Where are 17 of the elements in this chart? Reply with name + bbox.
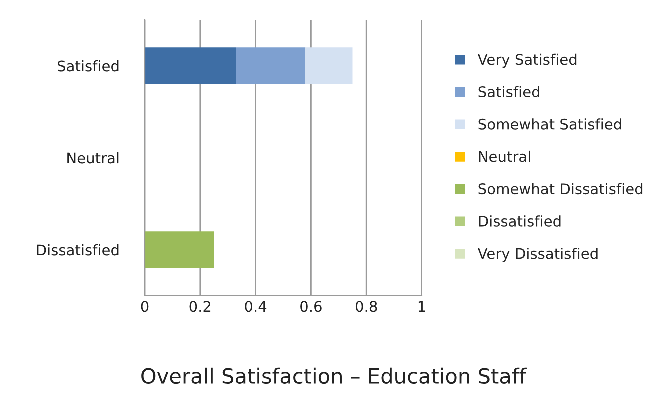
legend-label: Dissatisfied xyxy=(479,216,561,227)
x-tick-label: 0 xyxy=(141,301,149,312)
legend-label: Satisfied xyxy=(478,86,540,98)
x-tick-label: 0.4 xyxy=(245,301,267,312)
x-tick-label: 1 xyxy=(418,301,426,312)
y-tick-label: Neutral xyxy=(68,152,119,164)
x-tick-label: 0.2 xyxy=(190,301,211,312)
y-tick-label: Satisfied xyxy=(58,60,119,72)
legend-label: Somewhat Dissatisfied xyxy=(478,183,643,195)
legend-label: Very Dissatisfied xyxy=(478,248,598,262)
y-tick-label: Dissatisfied xyxy=(37,244,119,256)
legend-label: Somewhat Satisfied xyxy=(478,118,622,130)
x-tick-label: 0.8 xyxy=(356,301,378,312)
legend-label: Neutral xyxy=(479,150,530,162)
x-tick-label: 0.6 xyxy=(300,301,322,312)
legend-label: Very Satisfied xyxy=(478,54,577,68)
text: Overall Satisfaction – Education Staff xyxy=(142,368,527,384)
